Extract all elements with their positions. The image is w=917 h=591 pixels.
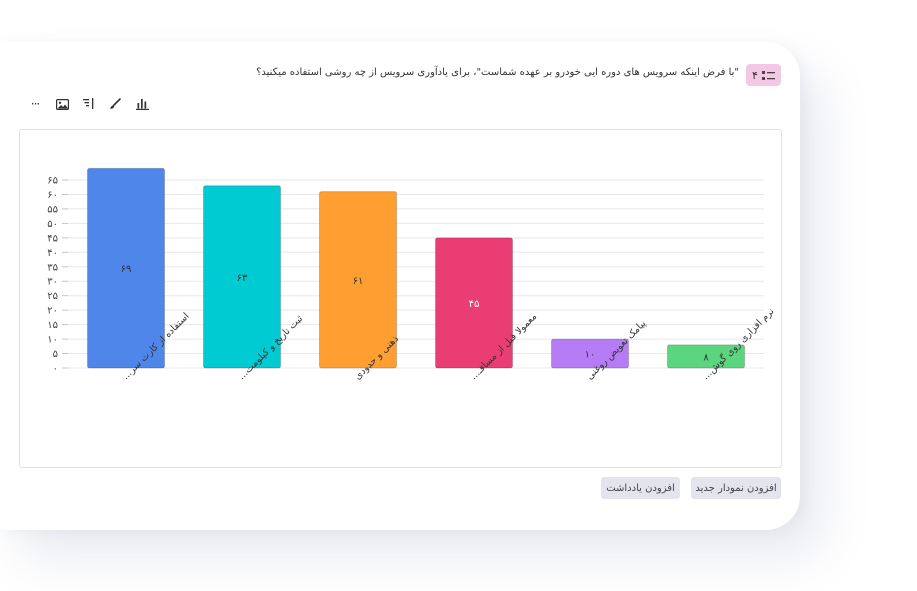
chart-container: ۰ ۵ ۱۰ ۱۵ ۲۰ ۲۵ ۳۰ ۳۵ ۴۰ ۴۵ ۵۰ ۵۵ ۶۰ ۶۵ ۶۹ استفاده از ک…: [19, 129, 782, 468]
sort-icon[interactable]: [82, 97, 96, 111]
question-number: ۴: [752, 68, 758, 82]
question-text: "با فرض اینکه سرویس های دوره ایی خودرو ب…: [256, 67, 739, 78]
y-tick-label: ۱۵: [47, 320, 58, 331]
y-tick-label: ۵۰: [47, 219, 58, 230]
bar-group: ۸: [667, 344, 745, 369]
y-tick-label: ۶۰: [47, 190, 58, 201]
bar: [435, 237, 513, 369]
y-tick-label: ۵: [53, 349, 58, 360]
y-tick-label: ۵۵: [47, 204, 58, 215]
question-header: ۴ "با فرض اینکه سرویس های دوره ایی خودرو…: [0, 64, 917, 88]
y-tick-label: ۲۰: [47, 306, 58, 317]
bar-value-label: ۶۱: [353, 276, 364, 287]
bar: [319, 191, 397, 369]
bar-value-label: ۸: [703, 352, 709, 363]
bar-group: ۶۹: [87, 167, 165, 369]
add-chart-button[interactable]: افزودن نمودار جدید: [691, 477, 781, 499]
question-number-badge: ۴: [746, 64, 781, 86]
y-tick-label: ۱۰: [47, 335, 58, 346]
bar-value-label: ۶۳: [237, 273, 248, 284]
bar-group: ۶۳: [203, 185, 281, 369]
x-category-label: نرم افزاری روی گوش...: [700, 305, 777, 382]
bar-value-label: ۱۰: [585, 350, 596, 361]
chart-toolbar: ···: [28, 97, 163, 113]
multiple-choice-icon: [761, 70, 775, 80]
y-tick-label: ۶۵: [47, 176, 58, 187]
bar-value-label: ۶۹: [121, 264, 132, 275]
y-tick-label: ۰: [53, 364, 58, 375]
bar: [551, 338, 629, 369]
bar-value-label: ۴۵: [469, 299, 480, 310]
y-tick-label: ۳۰: [47, 277, 58, 288]
bar-group: ۴۵: [435, 237, 513, 369]
y-tick-label: ۴۵: [47, 233, 58, 244]
add-note-button[interactable]: افزودن یادداشت: [601, 477, 680, 499]
image-icon[interactable]: [55, 97, 69, 111]
bar-group: ۶۱: [319, 191, 397, 369]
y-tick-label: ۳۵: [47, 262, 58, 273]
bar: [203, 185, 281, 369]
more-icon[interactable]: ···: [28, 97, 42, 111]
y-tick-label: ۲۵: [47, 291, 58, 302]
bar-group: ۱۰: [551, 338, 629, 369]
y-tick-label: ۴۰: [47, 248, 58, 259]
bar: [87, 167, 165, 369]
more-label: ···: [30, 97, 41, 111]
brush-icon[interactable]: [108, 97, 122, 111]
bar-chart-icon[interactable]: [135, 97, 149, 111]
bar: [667, 344, 745, 369]
